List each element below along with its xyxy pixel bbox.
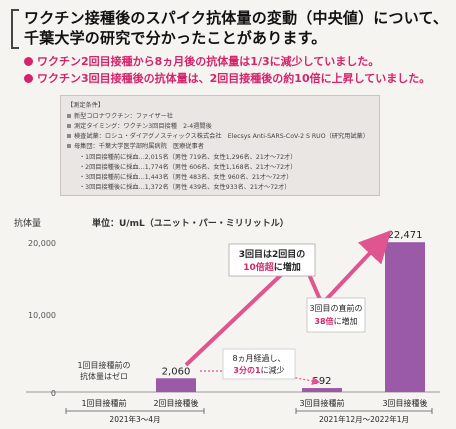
square-bullet-icon	[67, 134, 71, 138]
population-row: ・3回目接種後に採血…1,372名（男性 439名、女性933名、21才～72才…	[79, 184, 291, 191]
prebooster-callout-rest: に増加	[334, 316, 358, 326]
y-axis-label: 抗体量	[14, 217, 41, 229]
category-label: 1回目接種前	[81, 398, 126, 408]
decrease-callout-emphasis: 3分の1	[233, 365, 261, 375]
y-tick-label: 20,000	[28, 239, 56, 248]
population-row: ・3回目接種前に採血…1,443名（男性 483名、女性 960名、21才～72…	[79, 174, 293, 181]
headline-line-1: ワクチン接種後のスパイク抗体量の変動（中央値）について、	[24, 9, 449, 27]
value-label: 2,060	[162, 366, 191, 377]
condition-text: 検査試薬：ロシュ・ダイアグノスティックス株式会社 Elecsys Anti-SA…	[74, 133, 369, 140]
bar-before-3rd-dose	[302, 388, 342, 392]
header-bracket	[11, 9, 19, 49]
unit-note: 単位：U/mL（ユニット・パー・ミリリットル）	[92, 217, 289, 229]
prebooster-callout-line-2: 38倍に増加	[314, 316, 357, 326]
condition-text: 測定タイミング：ワクチン3回目接種 2-4週間後	[74, 123, 212, 130]
population-row: ・2回目接種後に採血…1,774名（男性 606名、女性1,168名、21才～7…	[79, 164, 297, 171]
period-label: 2021年3～4月	[109, 414, 160, 424]
square-bullet-icon	[67, 124, 71, 128]
prebooster-callout-emphasis: 38倍	[314, 316, 333, 326]
bullet-dot-icon	[24, 74, 33, 83]
increase-callout-line-1: 3回目は2回目の	[239, 249, 306, 260]
increase-callout-emphasis: 10倍超	[243, 261, 275, 273]
square-bullet-icon	[67, 144, 71, 148]
condition-item: 検査試薬：ロシュ・ダイアグノスティックス株式会社 Elecsys Anti-SA…	[67, 131, 369, 140]
increase-callout-box	[228, 243, 316, 277]
increase-callout-line-2: 10倍超に増加	[243, 261, 301, 273]
decrease-callout-rest: に減少	[261, 365, 285, 375]
condition-item: 新型コロナワクチン：ファイザー社	[67, 111, 173, 120]
condition-text: 母集団：千葉大学医学部附属病院 医療従事者	[74, 143, 204, 150]
zero-note-line-1: 1回目接種前の	[77, 360, 130, 370]
square-bullet-icon	[67, 114, 71, 118]
value-label: 592	[312, 376, 331, 387]
category-label: 3回目接種前	[299, 398, 344, 408]
population-row: ・1回目接種前に採血…2,015名（男性 719名、女性1,296名、21才～7…	[79, 154, 297, 161]
increase-callout-rest: に増加	[274, 261, 301, 273]
zero-note-line-2: 抗体量はゼロ	[80, 371, 128, 381]
measurement-conditions-box: 【測定条件】 新型コロナワクチン：ファイザー社 測定タイミング：ワクチン3回目接…	[60, 95, 380, 196]
value-label: 22,471	[388, 230, 423, 241]
condition-item: 測定タイミング：ワクチン3回目接種 2-4週間後	[67, 121, 212, 130]
bullet-dot-icon	[24, 57, 33, 66]
finding-bullet-1: ワクチン2回目接種から8ヵ月後の抗体量は1/3に減少していました。	[24, 53, 379, 69]
headline-line-2: 千葉大学の研究で分かったことがあります。	[24, 29, 327, 47]
prebooster-callout-box	[306, 297, 366, 333]
period-label: 2021年12月～2022年1月	[319, 414, 409, 424]
category-label: 2回目接種後	[153, 398, 198, 408]
bar-after-3rd-dose	[385, 242, 425, 392]
finding-bullet-2: ワクチン3回目接種後の抗体量は、2回目接種後の約10倍に上昇していました。	[24, 70, 430, 86]
conditions-title: 【測定条件】	[67, 102, 105, 109]
finding-text-1: ワクチン2回目接種から8ヵ月後の抗体量は1/3に減少していました。	[37, 55, 380, 68]
condition-text: 新型コロナワクチン：ファイザー社	[74, 113, 173, 120]
condition-item: 母集団：千葉大学医学部附属病院 医療従事者	[67, 141, 204, 150]
category-label: 3回目接種後	[382, 398, 427, 408]
increase-trend-line	[184, 230, 392, 367]
finding-text-2: ワクチン3回目接種後の抗体量は、2回目接種後の約10倍に上昇していました。	[37, 72, 431, 85]
decrease-callout-box	[222, 348, 296, 380]
y-tick-label: 10,000	[28, 311, 56, 320]
decrease-callout-line-1: 8ヵ月経過し、	[232, 353, 285, 363]
y-tick-label: 0	[51, 389, 56, 398]
prebooster-callout-line-1: 3回目の直前の	[309, 303, 362, 313]
bar-after-2nd-dose	[156, 378, 196, 392]
decrease-callout-line-2: 3分の1に減少	[233, 365, 284, 375]
